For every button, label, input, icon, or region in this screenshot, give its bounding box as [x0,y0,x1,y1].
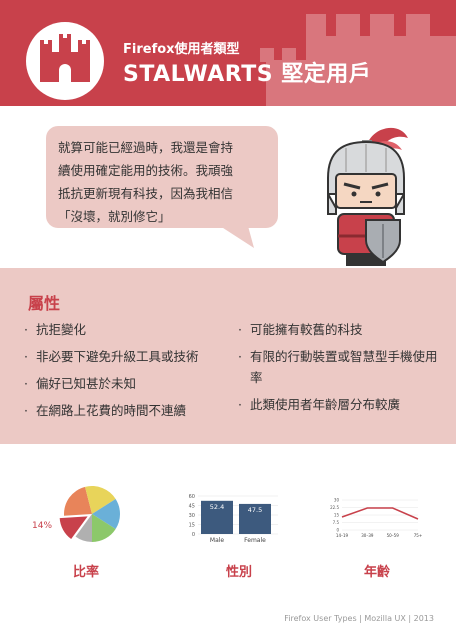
bar-value-label: 47.5 [248,506,262,514]
y-tick-label: 45 [189,504,195,510]
quote-line: 「沒壞，就別修它」 [58,209,171,224]
attributes-section: 屬性 抗拒變化 非必要下避免升級工具或技術 偏好已知甚於未知 在網路上花費的時間… [0,268,456,444]
age-line-chart: 30 22.5 15 7.5 014–19 30–39 50–59 75+ [330,498,422,539]
pie-slice [85,486,116,514]
quote-line: 就算可能已經過時，我還是會持 [58,140,234,155]
gender-bar-chart: 60 45 30 15 0 52.4 Male 47.5 Female [189,494,278,544]
x-tick-label: 50–59 [387,533,400,538]
x-tick-label: Female [244,537,266,544]
attribute-item: 偏好已知甚於未知 [24,373,234,394]
bar-value-label: 52.4 [210,503,224,511]
y-tick-label: 0 [192,532,195,538]
attribute-item: 抗拒變化 [24,319,234,340]
ratio-pie-chart: 14% [32,486,120,542]
pie-slice [92,514,116,542]
header-banner: Firefox使用者類型 STALWARTS 堅定用戶 [0,0,456,106]
gender-chart-label: 性別 [226,565,253,580]
pie-slice [75,514,92,542]
attributes-title: 屬性 [28,294,61,313]
attributes-right-column: 可能擁有較舊的科技 有限的行動裝置或智慧型手機使用率 此類使用者年齡層分布較廣 [238,319,443,421]
attribute-item: 有限的行動裝置或智慧型手機使用率 [238,346,443,388]
charts-section: 14% 60 45 30 15 0 52.4 Male 47.5 Female 30 22.5 15… [0,444,456,640]
x-tick-label: Male [210,537,225,544]
x-tick-label: 30–39 [361,533,374,538]
pie-highlight-label: 14% [32,521,52,531]
x-tick-label: 75+ [414,533,422,538]
page-title: STALWARTS 堅定用戶 [123,62,372,87]
y-tick-label: 22.5 [330,505,339,510]
pie-slice [59,516,88,540]
age-chart-label: 年齡 [364,565,391,580]
castle-icon [40,34,90,82]
attribute-item: 非必要下避免升級工具或技術 [24,346,234,367]
speech-bubble-tail-icon [220,226,254,248]
header-subtitle: Firefox使用者類型 [123,42,240,57]
attribute-item: 在網路上花費的時間不連續 [24,400,234,421]
quote-line: 抵抗更新現有科技，因為我相信 [58,186,234,201]
y-tick-label: 30 [334,498,340,503]
attribute-item: 可能擁有較舊的科技 [238,319,443,340]
series-line [341,507,419,520]
y-tick-label: 15 [189,523,195,529]
castle-silhouette-icon [260,14,456,106]
y-tick-label: 60 [189,494,195,500]
x-tick-label: 14–19 [336,533,349,538]
pie-slice [92,498,120,530]
pie-slice [64,486,92,516]
y-tick-label: 30 [189,513,195,519]
bar [239,503,271,534]
quote-section: 就算可能已經過時，我還是會持 續使用確定能用的技術。我頑強 抵抗更新現有科技，因… [0,106,456,268]
knight-mascot-icon [327,127,408,266]
speech-bubble: 就算可能已經過時，我還是會持 續使用確定能用的技術。我頑強 抵抗更新現有科技，因… [46,126,278,228]
ratio-chart-label: 比率 [73,565,100,580]
quote-line: 續使用確定能用的技術。我頑強 [58,163,234,178]
attributes-left-column: 抗拒變化 非必要下避免升級工具或技術 偏好已知甚於未知 在網路上花費的時間不連續 [24,319,234,427]
footer-credit: Firefox User Types | Mozilla UX | 2013 [284,614,434,623]
castle-logo [26,22,104,100]
y-tick-label: 0 [336,528,339,533]
y-tick-label: 15 [334,513,340,518]
bar [201,500,233,534]
y-tick-label: 7.5 [333,520,340,525]
attribute-item: 此類使用者年齡層分布較廣 [238,394,443,415]
